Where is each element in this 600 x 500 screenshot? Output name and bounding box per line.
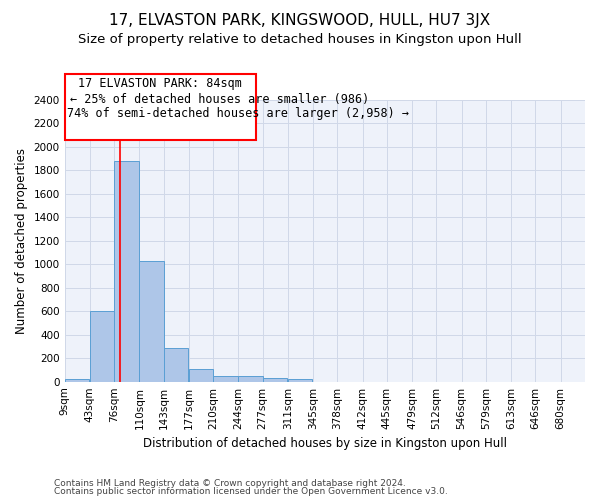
Text: Size of property relative to detached houses in Kingston upon Hull: Size of property relative to detached ho… <box>78 32 522 46</box>
Bar <box>90 311 114 382</box>
Text: Contains HM Land Registry data © Crown copyright and database right 2024.: Contains HM Land Registry data © Crown c… <box>54 478 406 488</box>
Text: 17 ELVASTON PARK: 84sqm: 17 ELVASTON PARK: 84sqm <box>79 77 242 90</box>
Bar <box>288 380 312 382</box>
Text: 17, ELVASTON PARK, KINGSWOOD, HULL, HU7 3JX: 17, ELVASTON PARK, KINGSWOOD, HULL, HU7 … <box>109 12 491 28</box>
Bar <box>65 380 89 382</box>
Bar <box>238 376 263 382</box>
Text: ← 25% of detached houses are smaller (986): ← 25% of detached houses are smaller (98… <box>70 92 369 106</box>
FancyBboxPatch shape <box>65 74 256 140</box>
Text: Contains public sector information licensed under the Open Government Licence v3: Contains public sector information licen… <box>54 487 448 496</box>
Bar <box>189 369 213 382</box>
Y-axis label: Number of detached properties: Number of detached properties <box>15 148 28 334</box>
Text: 74% of semi-detached houses are larger (2,958) →: 74% of semi-detached houses are larger (… <box>67 106 409 120</box>
Bar <box>263 378 287 382</box>
X-axis label: Distribution of detached houses by size in Kingston upon Hull: Distribution of detached houses by size … <box>143 437 507 450</box>
Bar <box>213 376 238 382</box>
Bar <box>139 260 164 382</box>
Bar <box>114 161 139 382</box>
Bar <box>164 348 188 382</box>
